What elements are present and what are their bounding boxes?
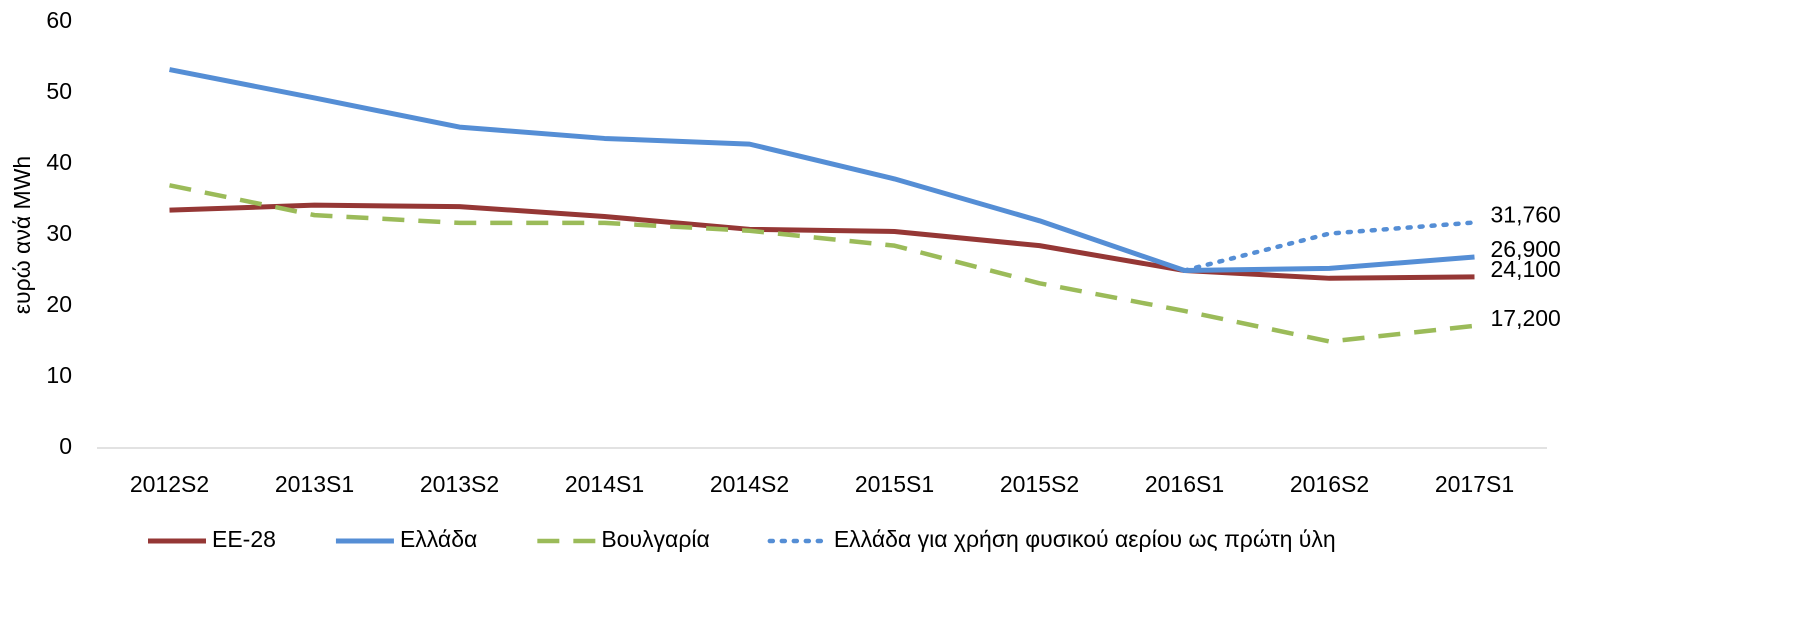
y-tick-label: 50 [46, 78, 72, 104]
legend-label: Ελλάδα για χρήση φυσικού αερίου ως πρώτη… [834, 526, 1336, 552]
y-tick-label: 10 [46, 362, 72, 388]
x-tick-label: 2015S1 [855, 471, 934, 497]
y-tick-label: 0 [59, 433, 72, 459]
data-label: 31,760 [1491, 202, 1561, 228]
legend-label: Βουλγαρία [601, 526, 710, 552]
series-line [169, 67, 1475, 273]
legend-label: ΕΕ-28 [212, 526, 276, 552]
x-tick-label: 2016S1 [1145, 471, 1224, 497]
x-tick-label: 2013S2 [420, 471, 499, 497]
series-line [1182, 220, 1477, 273]
x-tick-label: 2014S2 [710, 471, 789, 497]
x-tick-label: 2015S2 [1000, 471, 1079, 497]
x-tick-label: 2013S1 [275, 471, 354, 497]
y-axis-label: ευρώ ανά MWh [9, 156, 35, 314]
series-line [169, 183, 1475, 344]
y-tick-label: 30 [46, 220, 72, 246]
y-tick-label: 20 [46, 291, 72, 317]
x-tick-label: 2016S2 [1290, 471, 1369, 497]
series-line [169, 202, 1475, 281]
y-tick-label: 60 [46, 7, 72, 33]
y-tick-label: 40 [46, 149, 72, 175]
x-tick-label: 2017S1 [1435, 471, 1514, 497]
data-label: 17,200 [1491, 305, 1561, 331]
data-label: 24,100 [1491, 256, 1561, 282]
legend-label: Ελλάδα [400, 526, 477, 552]
x-tick-label: 2012S2 [130, 471, 209, 497]
x-tick-label: 2014S1 [565, 471, 644, 497]
data-label: 26,900 [1491, 236, 1561, 262]
